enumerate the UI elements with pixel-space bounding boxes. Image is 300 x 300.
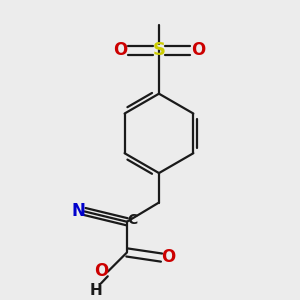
Text: H: H (90, 284, 103, 298)
Text: C: C (128, 213, 138, 227)
Text: O: O (161, 248, 175, 266)
Text: O: O (94, 262, 109, 280)
Text: O: O (113, 41, 127, 59)
Text: S: S (152, 41, 166, 59)
Text: O: O (191, 41, 205, 59)
Text: N: N (71, 202, 85, 220)
